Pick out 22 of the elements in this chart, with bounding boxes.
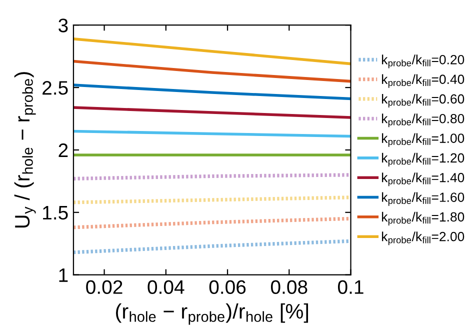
legend-label: k$_{probe}$/k$_{fill}$=2.00 — [382, 232, 464, 246]
legend-label: k$_{probe}$/k$_{fill}$=1.60 — [382, 192, 464, 206]
y-axis-title: U$_{y}$ / (r$_{hole}$ − r$_{probe}$) — [14, 72, 36, 228]
y-tick-label: 3 — [58, 18, 68, 32]
x-tick-label: 0.04 — [148, 280, 184, 294]
x-tick-label: 0.1 — [338, 280, 364, 294]
legend-label: k$_{probe}$/k$_{fill}$=1.40 — [382, 172, 464, 186]
x-tick-label: 0.02 — [86, 280, 122, 294]
legend-label: k$_{probe}$/k$_{fill}$=1.00 — [382, 133, 464, 147]
x-tick-label: 0.06 — [209, 280, 246, 294]
legend-label: k$_{probe}$/k$_{fill}$=1.80 — [382, 212, 464, 226]
legend-label: k$_{probe}$/k$_{fill}$=0.20 — [382, 54, 464, 68]
y-tick-label: 1.5 — [43, 206, 68, 220]
x-tick-label: 0.08 — [270, 280, 308, 294]
legend-label: k$_{probe}$/k$_{fill}$=0.80 — [382, 114, 464, 128]
x-axis-title: (r$_{hole}$ − r$_{probe}$)/r$_{hole}$ [%] — [116, 303, 308, 325]
y-tick-label: 2 — [58, 143, 68, 158]
y-tick-label: 2.5 — [42, 81, 68, 95]
y-tick-label: 1 — [59, 268, 68, 282]
legend-label: k$_{probe}$/k$_{fill}$=0.40 — [382, 74, 464, 88]
legend-label: k$_{probe}$/k$_{fill}$=0.60 — [382, 94, 464, 108]
legend-label: k$_{probe}$/k$_{fill}$=1.20 — [382, 152, 464, 166]
